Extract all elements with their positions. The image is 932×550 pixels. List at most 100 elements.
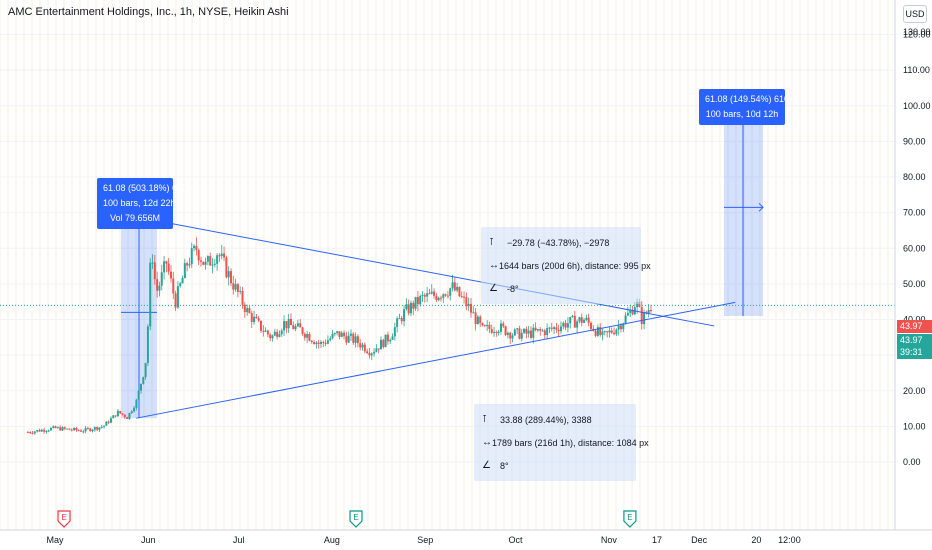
candle-body	[453, 282, 456, 291]
candle-body	[541, 330, 544, 332]
candle-body	[645, 311, 648, 314]
earnings-marker	[57, 510, 71, 528]
candle-body	[56, 427, 59, 429]
candle-body	[647, 310, 650, 314]
candle-body	[523, 328, 526, 333]
price-range-icon: ⊺	[489, 237, 495, 248]
candle-body	[559, 326, 562, 332]
candle-body	[301, 327, 304, 334]
candle-body	[172, 278, 175, 294]
x-tick-label: 12:00	[778, 535, 801, 545]
candle-body	[370, 353, 373, 356]
candle-body	[430, 291, 433, 294]
y-tick-label: 10.00	[903, 421, 926, 431]
x-tick-label: 17	[652, 535, 662, 545]
price-range-icon: ⊺	[482, 414, 488, 425]
candle-body	[594, 330, 597, 336]
candle-body	[361, 344, 364, 348]
candle-body	[75, 427, 78, 431]
candle-body	[190, 248, 193, 265]
candle-body	[439, 297, 442, 299]
candle-body	[262, 330, 265, 332]
candle-body	[446, 295, 449, 297]
candle-body	[405, 304, 408, 310]
candle-body	[306, 334, 309, 338]
candle-body	[29, 432, 32, 434]
candle-body	[539, 329, 542, 331]
candle-body	[109, 418, 112, 423]
candle-body	[375, 348, 378, 352]
candle-body	[315, 342, 318, 345]
candle-body	[86, 427, 89, 429]
candle-body	[317, 342, 320, 344]
upper-measure-price: −29.78 (−43.78%), −2978	[507, 237, 610, 248]
angle-icon: ∠	[482, 460, 491, 471]
candle-body	[347, 335, 350, 343]
last-price-marker: 43.97	[897, 320, 932, 333]
y-tick-label: 120.00	[903, 30, 931, 40]
earnings-marker	[623, 510, 637, 528]
candle-body	[396, 318, 399, 328]
y-tick-label: 40.00	[903, 315, 926, 325]
candle-body	[105, 421, 108, 426]
candle-body	[493, 331, 496, 333]
currency-button[interactable]: USD	[903, 5, 927, 23]
candle-body	[553, 327, 556, 329]
candle-body	[373, 351, 376, 354]
candle-body	[474, 312, 477, 325]
candle-body	[84, 427, 87, 432]
candle-body	[423, 295, 426, 297]
candle-body	[562, 322, 565, 327]
candle-body	[458, 286, 461, 297]
bars-range-icon: ↔	[489, 260, 499, 271]
candle-body	[142, 377, 145, 384]
candle-body	[613, 332, 616, 335]
trendlines	[0, 219, 895, 419]
candle-body	[550, 327, 553, 329]
candle-body	[285, 321, 288, 329]
candle-body	[206, 256, 209, 262]
candle-body	[437, 297, 440, 301]
candle-body	[223, 253, 226, 258]
candle-body	[123, 414, 126, 418]
candle-body	[506, 332, 509, 335]
candle-body	[343, 332, 346, 337]
candle-body	[349, 333, 352, 336]
candle-body	[322, 341, 325, 343]
candle-body	[273, 331, 276, 336]
candle-body	[264, 330, 267, 332]
candle-body	[578, 317, 581, 322]
candle-body	[266, 330, 269, 335]
y-tick-label: 20.00	[903, 386, 926, 396]
candle-body	[33, 431, 36, 434]
candle-body	[619, 325, 622, 330]
candle-body	[59, 427, 62, 431]
candle-body	[227, 271, 230, 278]
x-tick-label: Oct	[509, 535, 524, 545]
candle-body	[313, 342, 316, 345]
candle-body	[308, 334, 311, 341]
candle-body	[534, 327, 537, 331]
right-range-label: 61.08 (149.54%) 6108 100 bars, 10d 12h	[699, 89, 794, 125]
candle-body	[156, 279, 159, 291]
y-tick-label: 70.00	[903, 208, 926, 218]
candle-body	[93, 427, 96, 430]
candle-body	[610, 330, 613, 333]
candle-body	[557, 329, 560, 332]
chart-title: AMC Entertainment Holdings, Inc., 1h, NY…	[8, 6, 289, 18]
candle-body	[631, 310, 634, 315]
candle-body	[326, 340, 329, 344]
candle-body	[114, 415, 117, 417]
candle-body	[543, 330, 546, 336]
candle-body	[126, 417, 129, 419]
candle-body	[345, 336, 348, 343]
x-tick-label: Jun	[141, 535, 156, 545]
candle-body	[442, 294, 445, 298]
candle-body	[186, 263, 189, 266]
earnings-label: E	[61, 513, 66, 522]
candle-body	[216, 255, 219, 264]
candle-body	[45, 431, 48, 433]
candle-body	[243, 304, 246, 313]
candle-body	[236, 284, 239, 292]
